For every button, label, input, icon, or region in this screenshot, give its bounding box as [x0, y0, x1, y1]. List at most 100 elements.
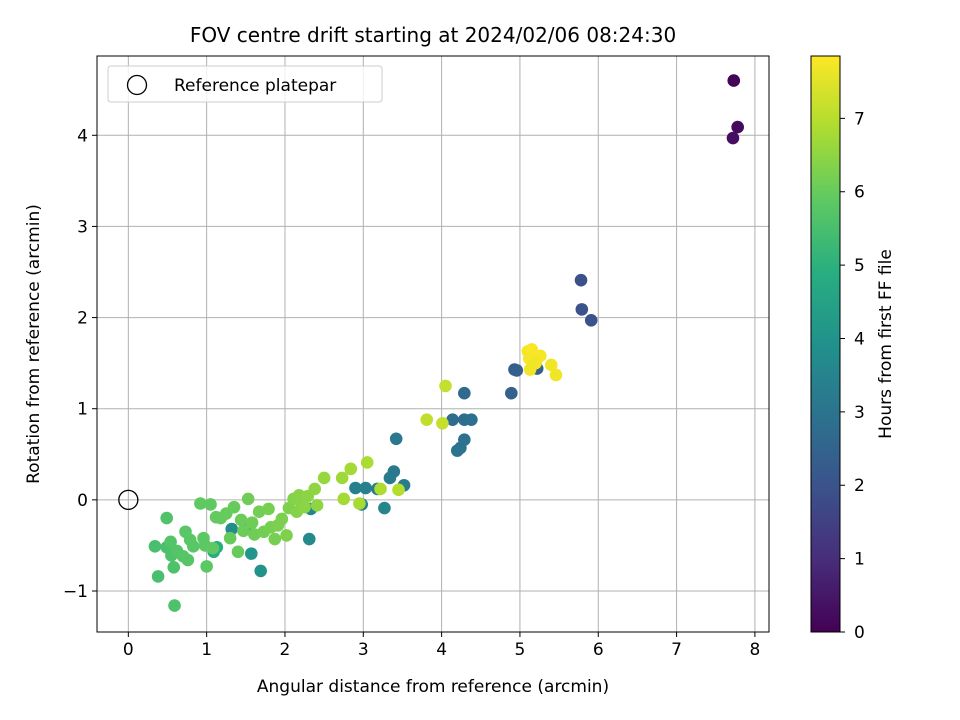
- x-tick-label: 8: [749, 640, 760, 660]
- data-point: [335, 471, 349, 485]
- x-axis-ticks: 0 1 2 3 4 5 6 7 8: [123, 632, 760, 660]
- data-point: [389, 432, 403, 446]
- data-point: [359, 481, 372, 495]
- y-axis-ticks: −1 0 1 2 3 4: [63, 126, 97, 602]
- data-point: [353, 497, 366, 510]
- data-point: [446, 413, 459, 426]
- data-point: [206, 541, 220, 555]
- data-point: [244, 547, 258, 560]
- data-point: [310, 499, 324, 512]
- legend-box: [107, 65, 383, 103]
- data-point: [349, 481, 362, 495]
- data-point: [241, 492, 255, 506]
- x-axis-label: Angular distance from reference (arcmin): [257, 677, 609, 697]
- y-tick-label: 1: [77, 400, 88, 420]
- colorbar-tick-label: 2: [854, 476, 865, 496]
- data-point: [439, 379, 452, 393]
- data-point: [262, 502, 275, 516]
- data-point: [245, 516, 259, 529]
- data-point: [227, 500, 241, 514]
- colorbar-label: Hours from first FF file: [876, 249, 896, 439]
- data-point: [298, 500, 311, 514]
- data-point: [360, 456, 374, 469]
- data-point: [727, 74, 741, 87]
- data-point: [420, 413, 434, 426]
- colorbar-tick-label: 6: [854, 183, 865, 203]
- x-tick-label: 3: [358, 640, 369, 660]
- x-tick-label: 0: [123, 640, 134, 660]
- data-point: [726, 131, 740, 145]
- data-point: [436, 416, 449, 430]
- plot-frame: [96, 55, 770, 633]
- data-point: [465, 413, 478, 426]
- data-points: [148, 74, 744, 612]
- data-point: [574, 273, 588, 287]
- data-point: [458, 386, 471, 400]
- data-point: [302, 532, 316, 546]
- data-point: [204, 498, 217, 511]
- x-tick-label: 6: [593, 640, 604, 660]
- data-point: [544, 358, 558, 372]
- data-point: [148, 540, 162, 553]
- data-point: [168, 599, 181, 612]
- data-point: [231, 545, 245, 559]
- x-tick-label: 1: [201, 640, 212, 660]
- colorbar-tick-label: 7: [854, 109, 865, 129]
- data-point: [317, 471, 331, 485]
- data-point: [344, 462, 358, 476]
- data-point: [450, 444, 464, 457]
- reference-marker: [118, 489, 139, 510]
- x-tick-label: 4: [436, 640, 447, 660]
- colorbar-tick-label: 0: [854, 623, 865, 643]
- data-point: [584, 314, 598, 327]
- colorbar-tick-label: 4: [854, 329, 865, 349]
- colorbar-ticks: 0 1 2 3 4 5 6 7: [840, 109, 865, 643]
- legend-reference-marker: [126, 74, 148, 96]
- data-point: [374, 482, 387, 496]
- y-tick-label: 0: [77, 491, 88, 511]
- x-tick-label: 5: [515, 640, 526, 660]
- data-point: [383, 471, 397, 485]
- colorbar-tick-label: 1: [854, 550, 865, 570]
- data-point: [151, 570, 165, 583]
- data-point: [280, 529, 293, 542]
- legend-entry-reference: Reference platepar: [174, 76, 336, 96]
- colorbar-gradient: [810, 55, 841, 633]
- data-point: [337, 492, 351, 506]
- data-point: [237, 524, 250, 538]
- colorbar-tick-label: 3: [854, 403, 865, 423]
- data-point: [523, 363, 537, 376]
- data-point: [200, 560, 213, 573]
- data-point: [731, 120, 744, 134]
- data-point: [164, 535, 177, 549]
- data-point: [392, 483, 405, 497]
- reference-platepar-marker: [118, 489, 139, 510]
- y-tick-label: 3: [77, 217, 88, 237]
- data-point: [187, 540, 200, 553]
- data-point: [505, 386, 518, 400]
- data-point: [275, 512, 289, 526]
- x-tick-label: 2: [280, 640, 291, 660]
- x-tick-label: 7: [671, 640, 682, 660]
- y-tick-label: 2: [77, 309, 88, 329]
- data-point: [194, 497, 207, 510]
- data-point: [510, 364, 524, 377]
- data-point: [575, 303, 589, 316]
- y-axis-label: Rotation from reference (arcmin): [24, 204, 44, 484]
- chart-title: FOV centre drift starting at 2024/02/06 …: [190, 23, 676, 47]
- data-point: [378, 501, 391, 515]
- data-point: [268, 532, 282, 546]
- data-point: [234, 513, 248, 527]
- data-point: [160, 511, 174, 525]
- y-tick-label: −1: [63, 582, 88, 602]
- y-tick-label: 4: [77, 126, 88, 146]
- legend: Reference platepar: [107, 65, 383, 103]
- data-point: [167, 560, 181, 574]
- colorbar: 0 1 2 3 4 5 6 7 Hours from first FF file: [810, 55, 896, 643]
- colorbar-tick-label: 5: [854, 256, 865, 276]
- data-point: [181, 553, 195, 567]
- data-point: [308, 482, 322, 496]
- data-point: [254, 564, 267, 578]
- data-point: [223, 531, 237, 545]
